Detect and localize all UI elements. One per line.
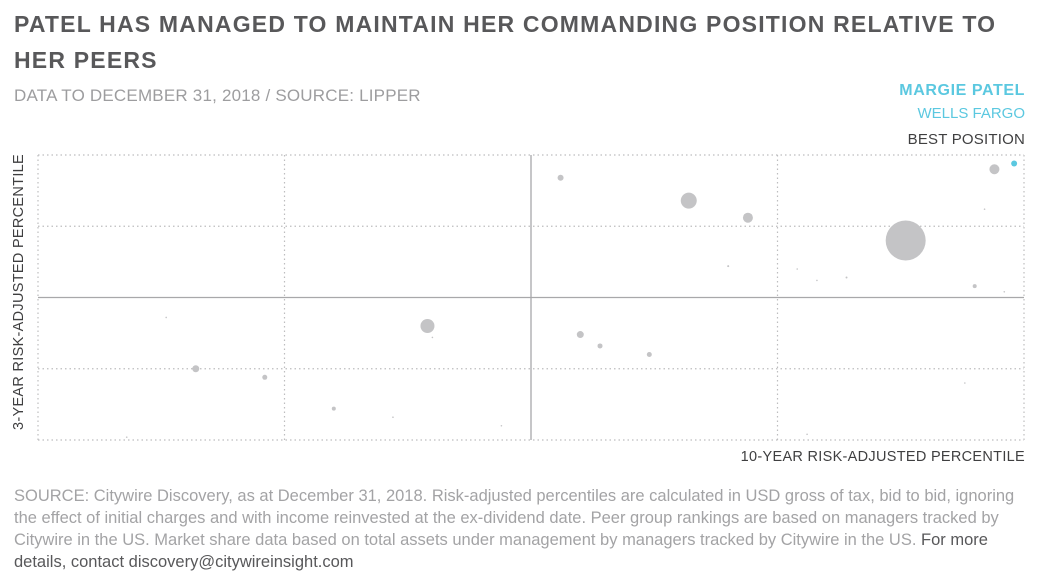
peer-point [972, 284, 977, 289]
footnote-source-text: SOURCE: Citywire Discovery, as at Decemb… [14, 487, 1015, 549]
peer-point [816, 279, 818, 282]
footnote-contact[interactable]: For more details, contact discovery@city… [14, 531, 988, 571]
peer-point [845, 276, 848, 279]
peer-point [964, 382, 966, 384]
peer-point [983, 208, 986, 210]
peer-point [500, 424, 503, 427]
chart-axes [38, 155, 1024, 440]
chart-subtitle: DATA TO DECEMBER 31, 2018 / SOURCE: LIPP… [14, 86, 421, 105]
peer-point [262, 374, 268, 380]
peer-point [989, 164, 1000, 175]
peer-point [576, 331, 584, 339]
peer-point [727, 265, 730, 268]
peer-point [796, 268, 799, 270]
peer-point [420, 319, 435, 333]
peer-point [1003, 291, 1006, 293]
peer-point [597, 343, 603, 349]
highlight-manager-name: MARGIE PATEL [899, 82, 1025, 99]
highlight-manager-company: WELLS FARGO [917, 105, 1025, 122]
peer-point [431, 336, 434, 339]
footnote: SOURCE: Citywire Discovery, as at Decemb… [14, 485, 1019, 573]
peer-point [392, 416, 394, 419]
best-position-label: BEST POSITION [907, 131, 1025, 148]
peer-point [557, 174, 564, 181]
y-axis-label: 3-YEAR RISK-ADJUSTED PERCENTILE [11, 154, 27, 430]
peer-point [742, 212, 753, 223]
highlight-point [1011, 160, 1018, 167]
chart-title: PATEL HAS MANAGED TO MAINTAIN HER COMMAN… [14, 11, 997, 73]
peer-point [125, 436, 128, 438]
peer-point [646, 352, 652, 357]
peer-point [192, 365, 200, 373]
peer-point [331, 406, 336, 411]
peer-point [806, 433, 808, 436]
peer-point [165, 316, 167, 319]
peer-point [680, 192, 697, 209]
chart-points [125, 160, 1018, 438]
peer-point [885, 220, 926, 261]
x-axis-label: 10-YEAR RISK-ADJUSTED PERCENTILE [740, 449, 1025, 465]
